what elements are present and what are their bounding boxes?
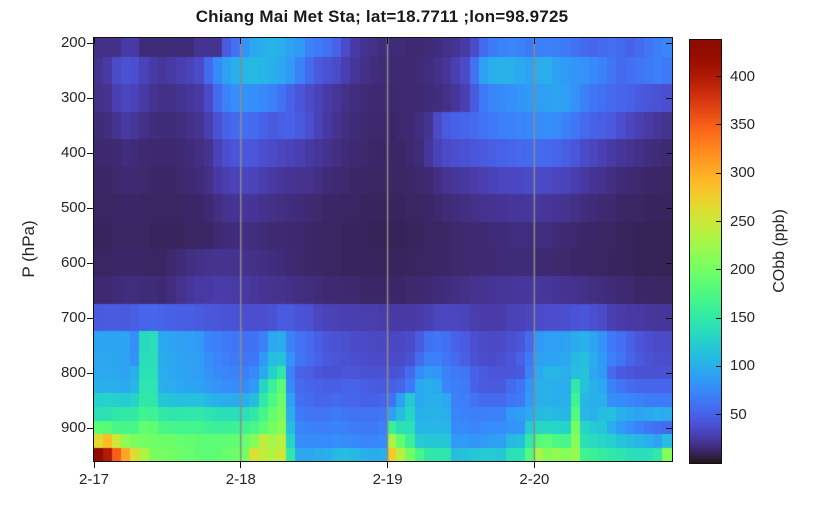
x-tickmark-top <box>387 38 389 44</box>
x-tickmark <box>533 462 535 468</box>
y-tickmark-right <box>666 317 672 319</box>
colorbar-tick-label: 150 <box>730 309 756 327</box>
y-tickmark-right <box>666 372 672 374</box>
y-tickmark <box>87 97 93 99</box>
y-tickmark <box>87 372 93 374</box>
colorbar-label: CObb (ppb) <box>771 209 788 293</box>
y-tickmark-right <box>666 97 672 99</box>
colorbar-canvas <box>690 40 721 463</box>
x-tickmark <box>93 462 95 468</box>
y-tickmark-right <box>666 262 672 264</box>
y-tickmark-right <box>666 207 672 209</box>
colorbar-tick-label: 250 <box>730 212 756 230</box>
x-tickmark <box>240 462 242 468</box>
y-tickmark <box>87 427 93 429</box>
plot-title: Chiang Mai Met Sta; lat=18.7711 ;lon=98.… <box>195 7 569 26</box>
y-tickmark <box>87 42 93 44</box>
x-tick-label: 2-20 <box>519 471 550 488</box>
y-tickmark <box>87 207 93 209</box>
colorbar-tick-label: 400 <box>730 67 756 85</box>
colorbar-tickmark <box>716 365 721 367</box>
colorbar-tickmark <box>716 124 721 126</box>
x-tick-label: 2-18 <box>225 471 256 488</box>
x-tick-label: 2-19 <box>372 471 403 488</box>
colorbar-tick-label: 350 <box>730 115 756 133</box>
colorbar-tick-label: 200 <box>730 260 756 278</box>
colorbar-tickmark <box>716 221 721 223</box>
y-tickmark-right <box>666 152 672 154</box>
y-tick-label: 200 <box>60 34 86 52</box>
colorbar <box>689 39 722 464</box>
y-tickmark <box>87 317 93 319</box>
x-tickmark <box>387 462 389 468</box>
y-tick-label: 300 <box>60 89 86 107</box>
y-tick-label: 800 <box>60 364 86 382</box>
y-tick-label: 900 <box>60 419 86 437</box>
y-tick-label: 500 <box>60 199 86 217</box>
x-tickmark-top <box>533 38 535 44</box>
x-tick-label: 2-17 <box>78 471 110 488</box>
x-tickmark-top <box>93 38 95 44</box>
y-tickmark-right <box>666 42 672 44</box>
colorbar-tick-label: 50 <box>730 405 747 423</box>
y-tickmark <box>87 262 93 264</box>
y-tick-label: 700 <box>60 309 86 327</box>
colorbar-tick-label: 300 <box>730 164 756 182</box>
y-tick-label: 400 <box>60 144 86 162</box>
x-tickmark-top <box>240 38 242 44</box>
heatmap-plot-area <box>93 37 673 462</box>
colorbar-tickmark <box>716 317 721 319</box>
colorbar-tickmark <box>716 76 721 78</box>
colorbar-tickmark <box>716 269 721 271</box>
y-tickmark-right <box>666 427 672 429</box>
colorbar-tickmark <box>716 414 721 416</box>
colorbar-tickmark <box>716 172 721 174</box>
colorbar-tick-label: 100 <box>730 357 756 375</box>
heatmap-canvas <box>94 38 672 461</box>
y-tick-label: 600 <box>60 254 86 272</box>
y-axis-label: P (hPa) <box>19 220 38 278</box>
y-tickmark <box>87 152 93 154</box>
